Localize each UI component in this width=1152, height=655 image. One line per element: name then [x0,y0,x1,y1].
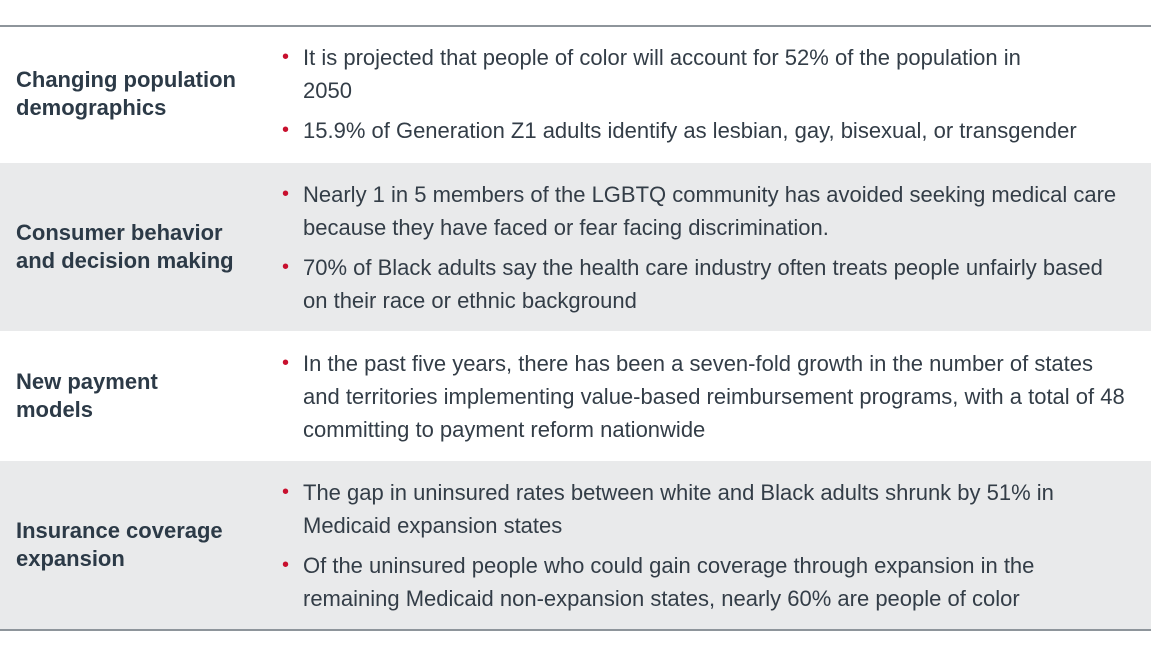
row-bullet-list: • In the past five years, there has been… [270,347,1151,446]
row-label-text: Changing population demographics [16,67,236,120]
bullet-text: In the past five years, there has been a… [303,350,1125,442]
table-row-consumer-behavior: Consumer behavior and decision making • … [0,161,1151,331]
list-item: • It is projected that people of color w… [282,41,1143,107]
bullet-dot-icon: • [282,351,290,374]
table-row-insurance-expansion: Insurance coverage expansion • The gap i… [0,459,1151,629]
list-item: • 70% of Black adults say the health car… [282,251,1143,317]
row-label: Changing population demographics [0,66,270,122]
list-item: • The gap in uninsured rates between whi… [282,476,1143,542]
row-bullet-list: • It is projected that people of color w… [270,41,1151,147]
bullet-text: Of the uninsured people who could gain c… [303,552,1035,611]
bullet-dot-icon: • [282,255,290,278]
row-label-text: Insurance coverage expansion [16,518,223,571]
list-item: • 15.9% of Generation Z1 adults identify… [282,114,1143,147]
bullet-text: It is projected that people of color wil… [303,45,1021,103]
bullet-dot-icon: • [282,119,290,141]
table-row-payment-models: New payment models • In the past five ye… [0,331,1151,459]
table-row-population-demographics: Changing population demographics • It is… [0,27,1151,161]
bullet-dot-icon: • [282,46,290,68]
list-item: • In the past five years, there has been… [282,347,1143,446]
trends-table: Changing population demographics • It is… [0,25,1151,631]
row-bullet-list: • The gap in uninsured rates between whi… [270,476,1151,615]
bullet-dot-icon: • [282,553,290,576]
row-label: New payment models [0,368,270,424]
row-label-text: Consumer behavior and decision making [16,220,234,273]
list-item: • Of the uninsured people who could gain… [282,549,1143,615]
bullet-text: 15.9% of Generation Z1 adults identify a… [303,118,1077,143]
bullet-text: The gap in uninsured rates between white… [303,479,1054,538]
list-item: • Nearly 1 in 5 members of the LGBTQ com… [282,178,1143,244]
bullet-text: Nearly 1 in 5 members of the LGBTQ commu… [303,181,1117,240]
bullet-dot-icon: • [282,480,290,503]
row-bullet-list: • Nearly 1 in 5 members of the LGBTQ com… [270,178,1151,317]
row-label-text: New payment models [16,369,158,422]
bullet-text: 70% of Black adults say the health care … [303,254,1103,313]
row-label: Insurance coverage expansion [0,517,270,573]
row-label: Consumer behavior and decision making [0,219,270,275]
bullet-dot-icon: • [282,182,290,205]
